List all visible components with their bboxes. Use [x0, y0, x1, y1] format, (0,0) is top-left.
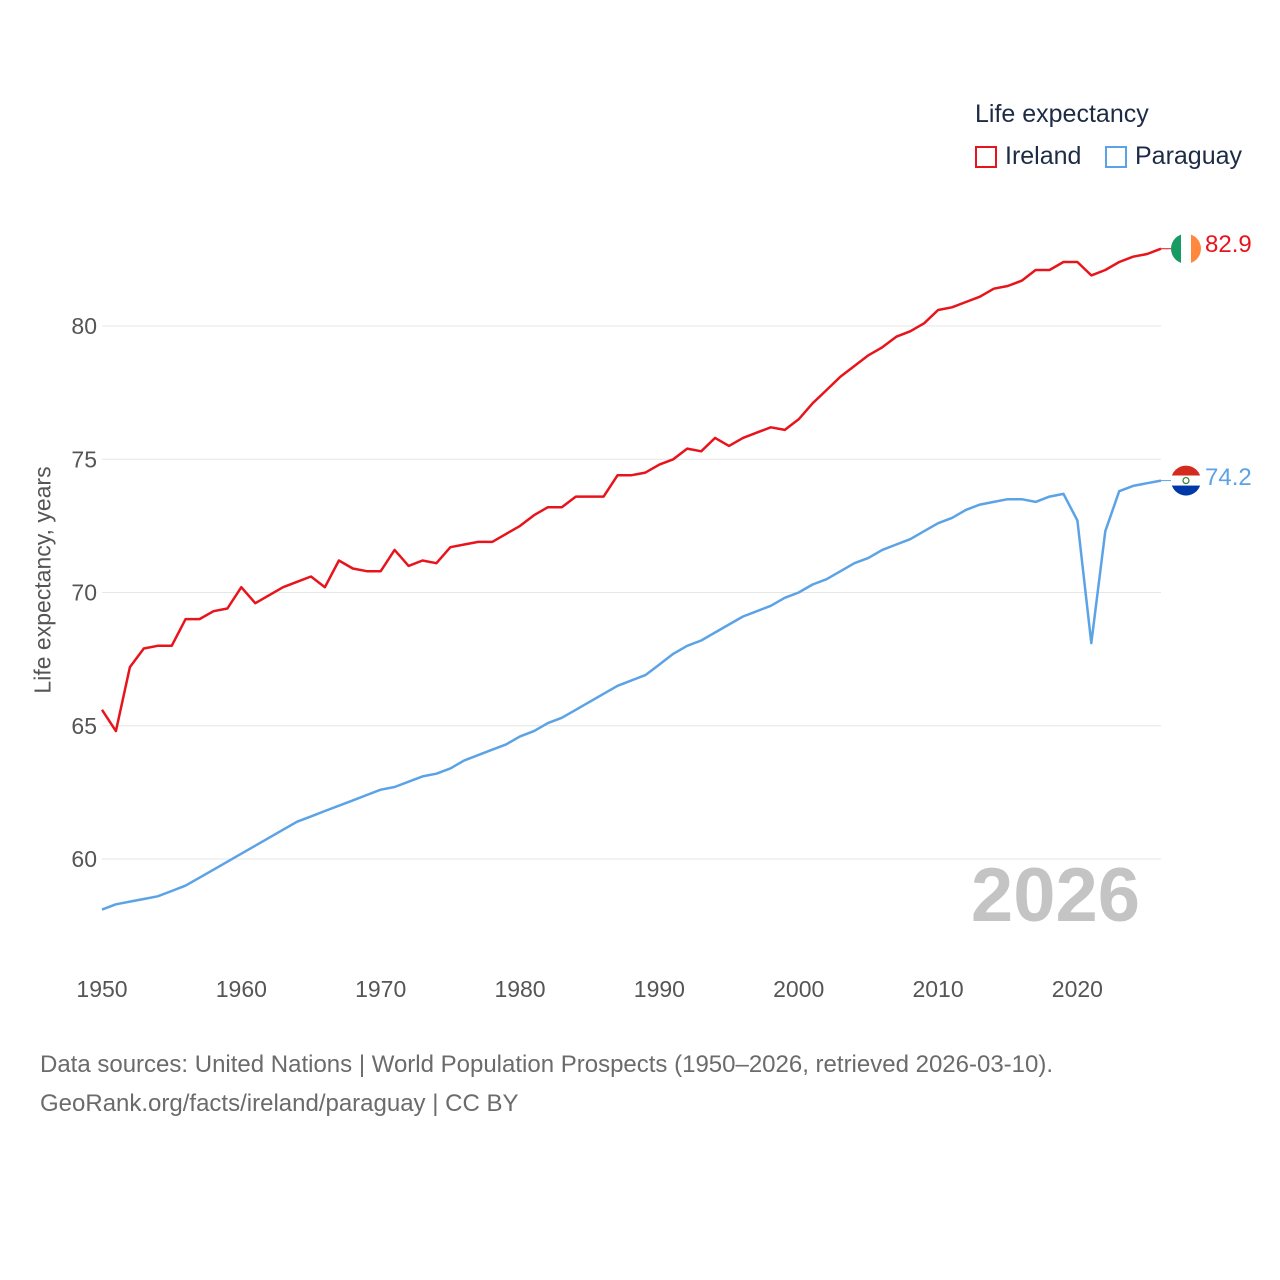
end-flags [1171, 233, 1201, 496]
series-lines [100, 247, 1172, 911]
end-value-ireland: 82.9 [1205, 231, 1252, 258]
y-tick-65: 65 [71, 713, 97, 739]
y-tick-80: 80 [71, 313, 97, 339]
year-watermark: 2026 [970, 853, 1140, 938]
series-line-paraguay[interactable] [101, 479, 1162, 911]
y-axis-ticks: 60 65 70 75 80 [71, 313, 97, 872]
legend-label-paraguay: Paraguay [1135, 142, 1243, 170]
x-tick-1970: 1970 [355, 976, 406, 1002]
paraguay-flag-icon [1171, 465, 1201, 496]
gridlines [102, 325, 1161, 860]
legend-swatch-paraguay [1105, 145, 1127, 168]
footer: Data sources: United Nations | World Pop… [40, 1045, 1053, 1123]
y-tick-70: 70 [71, 580, 97, 606]
x-tick-1980: 1980 [494, 976, 545, 1002]
legend-swatch-ireland [975, 145, 997, 168]
x-tick-2010: 2010 [912, 976, 963, 1002]
legend-item-paraguay[interactable]: Paraguay [1105, 142, 1242, 171]
y-tick-60: 60 [71, 846, 97, 872]
series-line-ireland[interactable] [100, 247, 1162, 733]
ireland-flag-icon [1171, 233, 1201, 264]
end-value-paraguay: 74.2 [1205, 464, 1252, 491]
x-tick-1950: 1950 [76, 976, 127, 1002]
footer-sources: Data sources: United Nations | World Pop… [40, 1051, 1054, 1078]
x-tick-1960: 1960 [216, 976, 267, 1002]
y-tick-75: 75 [71, 446, 97, 472]
x-tick-2020: 2020 [1052, 976, 1103, 1002]
legend-item-ireland[interactable]: Ireland [975, 142, 1081, 171]
x-tick-2000: 2000 [773, 976, 824, 1002]
legend-label-ireland: Ireland [1005, 142, 1082, 170]
y-axis-label: Life expectancy, years [29, 466, 56, 694]
x-axis-ticks: 1950 1960 1970 1980 1990 2000 2010 2020 [76, 976, 1103, 1002]
legend-title: Life expectancy [975, 100, 1149, 128]
x-tick-1990: 1990 [634, 976, 685, 1002]
footer-attribution[interactable]: GeoRank.org/facts/ireland/paraguay | CC … [40, 1090, 519, 1117]
